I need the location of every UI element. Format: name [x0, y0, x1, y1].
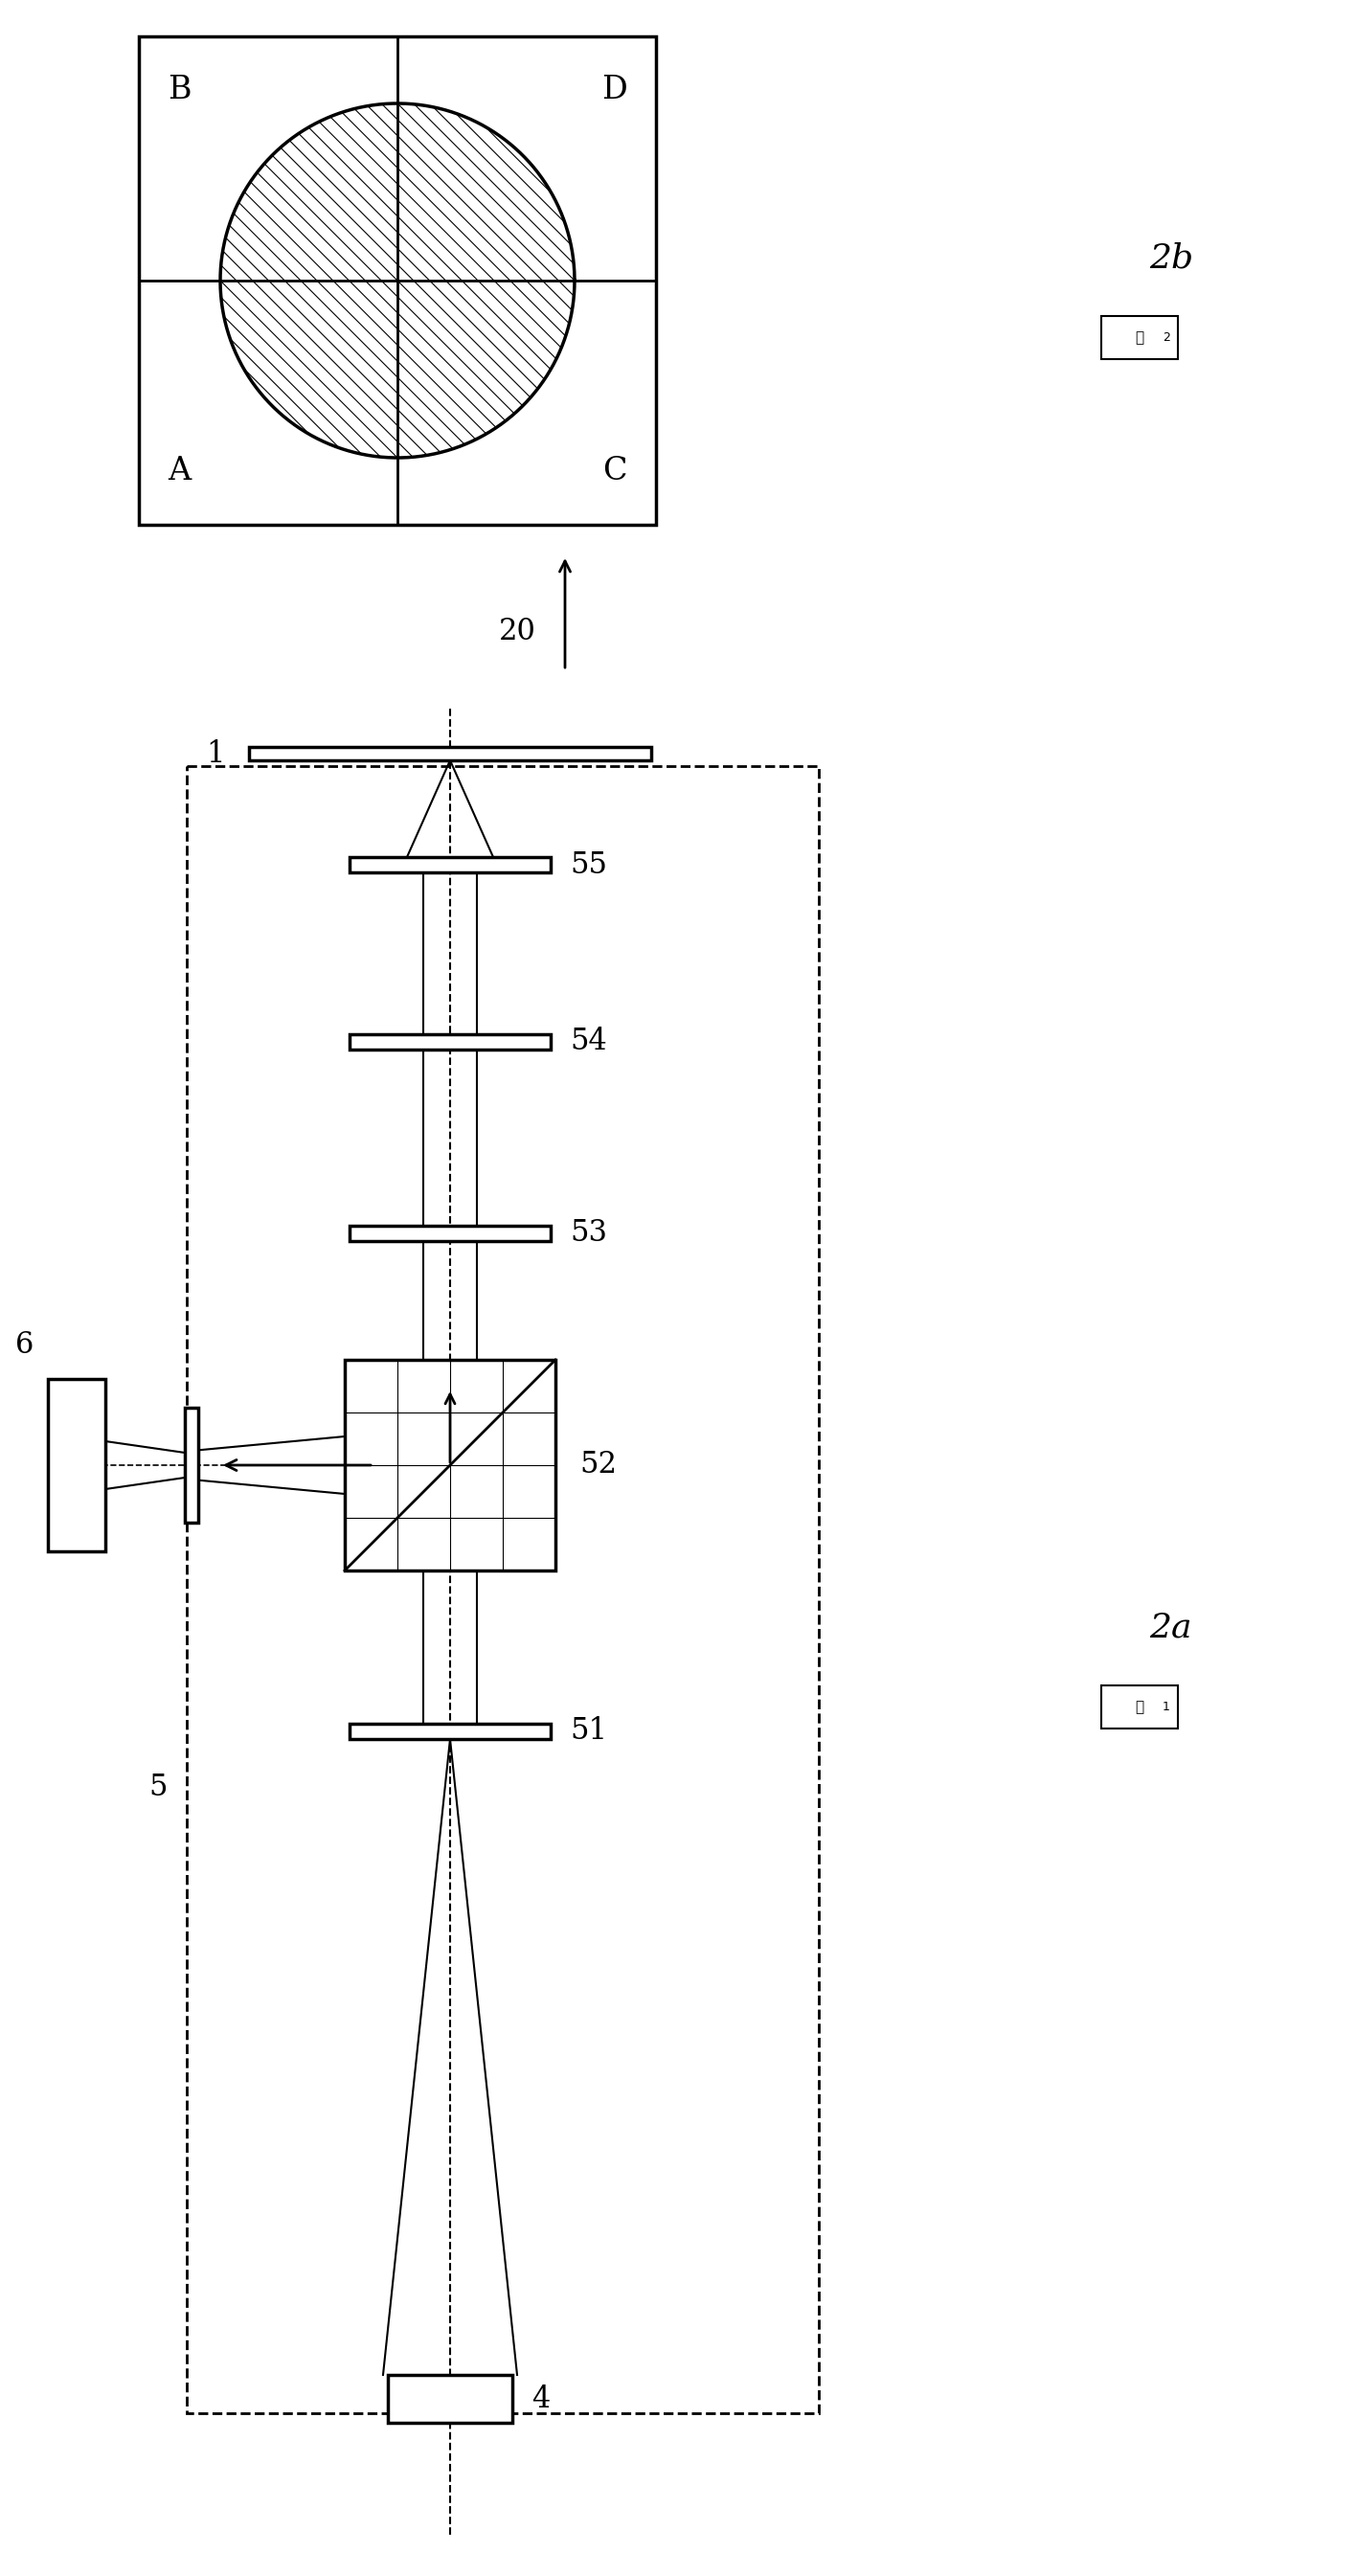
- Text: C: C: [603, 456, 628, 487]
- Bar: [350, 1033, 551, 1048]
- Text: D: D: [602, 75, 628, 106]
- Text: 1: 1: [206, 739, 225, 768]
- Text: 52: 52: [579, 1450, 617, 1481]
- Text: 53: 53: [570, 1218, 607, 1249]
- Text: 图: 图: [1135, 330, 1144, 345]
- Bar: [350, 1723, 551, 1739]
- Text: 54: 54: [570, 1028, 607, 1056]
- Bar: [1101, 317, 1178, 358]
- Text: 图: 图: [1135, 1700, 1144, 1713]
- Text: 51: 51: [570, 1716, 607, 1747]
- Text: 2a: 2a: [1149, 1613, 1192, 1643]
- Text: 20: 20: [499, 618, 536, 647]
- Text: 5: 5: [149, 1772, 168, 1803]
- Bar: [47, 1378, 106, 1551]
- Text: 2b: 2b: [1149, 242, 1193, 276]
- Bar: [184, 1406, 198, 1522]
- Text: 6: 6: [15, 1329, 34, 1360]
- Bar: [350, 1226, 551, 1242]
- Text: B: B: [168, 75, 191, 106]
- Bar: [187, 765, 819, 2414]
- Text: 2: 2: [1162, 332, 1170, 343]
- Bar: [1101, 1685, 1178, 1728]
- Bar: [350, 858, 551, 873]
- Bar: [250, 747, 651, 760]
- Bar: [344, 1360, 556, 1571]
- Bar: [388, 2375, 513, 2424]
- Text: 55: 55: [570, 850, 607, 878]
- Bar: [138, 36, 656, 526]
- Text: 4: 4: [532, 2383, 551, 2414]
- Text: A: A: [168, 456, 191, 487]
- Text: 1: 1: [1162, 1700, 1170, 1713]
